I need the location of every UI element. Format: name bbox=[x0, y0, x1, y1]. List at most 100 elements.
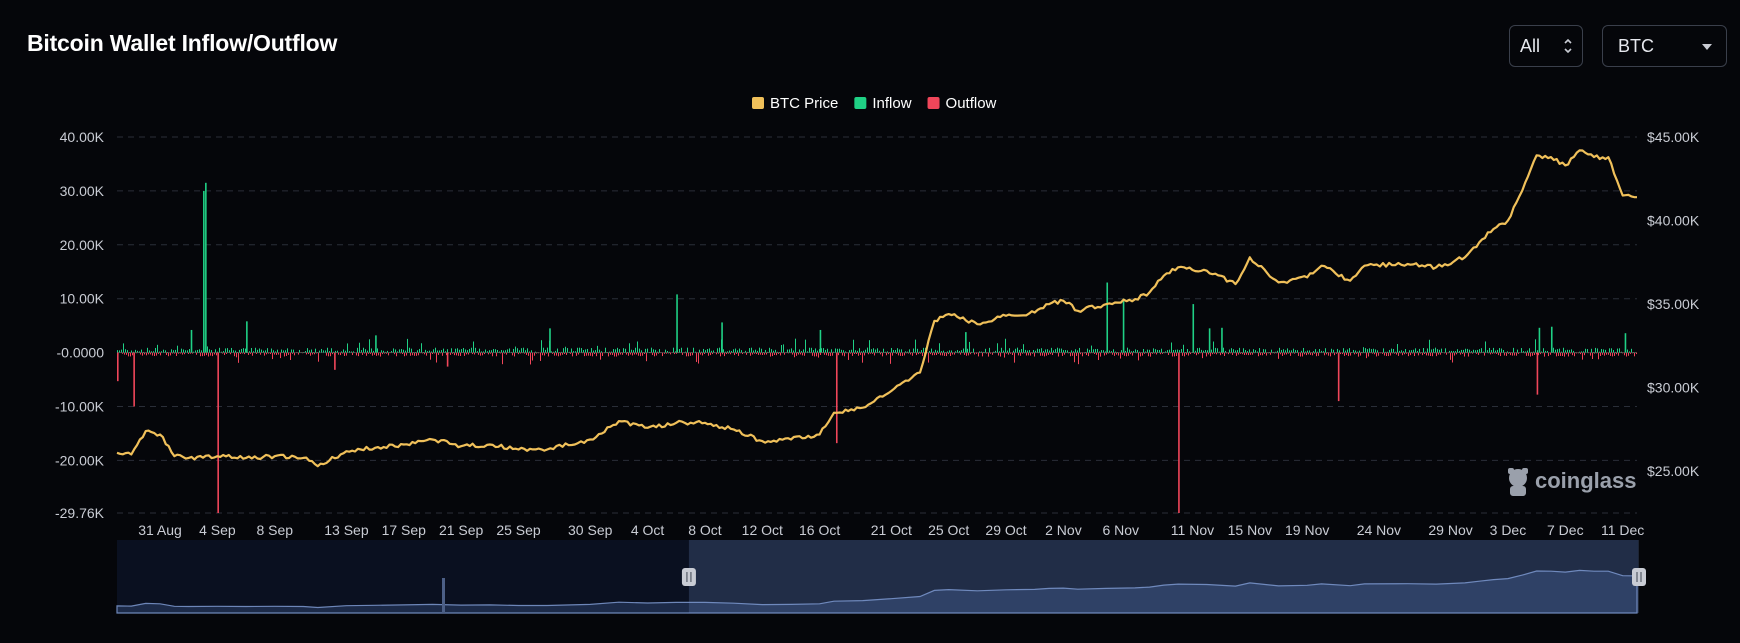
navigator-handle-right[interactable] bbox=[1632, 568, 1646, 586]
outflow-bar bbox=[1038, 352, 1039, 354]
inflow-bar bbox=[943, 350, 944, 353]
y-right-tick-label: $30.00K bbox=[1647, 380, 1700, 396]
legend-item[interactable]: Inflow bbox=[854, 95, 912, 112]
inflow-bar bbox=[307, 348, 308, 353]
outflow-bar bbox=[1136, 352, 1137, 354]
outflow-bar bbox=[158, 352, 159, 354]
outflow-bar bbox=[502, 352, 503, 365]
outflow-bar bbox=[1378, 352, 1379, 356]
outflow-bar bbox=[272, 352, 273, 360]
legend-item[interactable]: Outflow bbox=[927, 95, 997, 112]
outflow-bar bbox=[532, 352, 533, 361]
outflow-bar bbox=[1584, 352, 1585, 356]
inflow-bar bbox=[783, 344, 784, 353]
inflow-bar bbox=[1187, 349, 1188, 353]
inflow-bar bbox=[887, 351, 888, 353]
outflow-bar bbox=[992, 352, 993, 355]
outflow-bar bbox=[150, 352, 151, 355]
inflow-bar bbox=[1403, 351, 1404, 353]
outflow-bar bbox=[1138, 352, 1139, 361]
outflow-bar bbox=[1080, 352, 1081, 355]
outflow-bar bbox=[522, 352, 523, 354]
outflow-bar bbox=[500, 352, 501, 354]
outflow-bar bbox=[1206, 352, 1207, 357]
navigator-handle-left[interactable] bbox=[681, 568, 696, 586]
outflow-bar bbox=[478, 352, 479, 355]
outflow-bar bbox=[1534, 352, 1535, 355]
watermark-text: coinglass bbox=[1535, 468, 1636, 493]
inflow-bar bbox=[523, 347, 524, 353]
outflow-bar bbox=[1230, 352, 1231, 354]
range-select[interactable]: All bbox=[1509, 25, 1583, 67]
inflow-bar bbox=[1493, 347, 1494, 353]
outflow-bar bbox=[1098, 352, 1099, 361]
inflow-bar bbox=[1333, 349, 1334, 353]
outflow-bar bbox=[1580, 352, 1581, 355]
inflow-bar bbox=[1509, 351, 1510, 353]
inflow-bar bbox=[755, 349, 756, 353]
inflow-bar bbox=[901, 349, 902, 353]
inflow-bar bbox=[529, 351, 530, 353]
inflow-bar bbox=[1203, 350, 1204, 353]
inflow-bar bbox=[1245, 349, 1246, 353]
outflow-bar bbox=[1516, 352, 1517, 356]
inflow-bar bbox=[725, 351, 726, 353]
y-left-tick-label: -0.0000 bbox=[57, 345, 105, 361]
outflow-bar bbox=[754, 352, 755, 354]
inflow-bar bbox=[609, 351, 610, 353]
inflow-bar bbox=[803, 349, 804, 353]
outflow-bar bbox=[874, 352, 875, 356]
inflow-bar bbox=[1313, 351, 1314, 353]
outflow-bar bbox=[458, 352, 459, 356]
asset-select[interactable]: BTC bbox=[1602, 25, 1727, 67]
outflow-bar bbox=[298, 352, 299, 355]
inflow-bar bbox=[1433, 348, 1434, 353]
inflow-bar bbox=[1385, 351, 1386, 353]
outflow-bar bbox=[1430, 352, 1431, 357]
inflow-bar bbox=[909, 349, 910, 353]
outflow-bar bbox=[946, 352, 947, 357]
inflow-bar bbox=[937, 350, 938, 353]
outflow-bar bbox=[918, 352, 919, 355]
navigator-selected-window[interactable] bbox=[688, 540, 1639, 613]
outflow-bar bbox=[1498, 352, 1499, 356]
inflow-bar bbox=[929, 350, 930, 353]
inflow-bar bbox=[731, 350, 732, 353]
inflow-bar bbox=[1595, 347, 1596, 353]
outflow-bar bbox=[448, 352, 449, 354]
inflow-bar bbox=[545, 349, 546, 353]
outflow-bar bbox=[1276, 352, 1277, 354]
inflow-bar bbox=[421, 343, 422, 353]
inflow-bar bbox=[1273, 351, 1274, 353]
inflow-bar bbox=[989, 347, 990, 353]
outflow-bar bbox=[674, 352, 675, 355]
inflow-bar bbox=[1619, 348, 1620, 353]
inflow-bar bbox=[1481, 348, 1482, 353]
inflow-bar bbox=[485, 349, 486, 353]
inflow-bar bbox=[1543, 348, 1544, 353]
inflow-bar bbox=[147, 347, 148, 353]
inflow-bar bbox=[933, 351, 934, 353]
inflow-bar bbox=[1437, 349, 1438, 353]
outflow-bar bbox=[1248, 352, 1249, 356]
outflow-bar bbox=[656, 352, 657, 356]
inflow-bar bbox=[1075, 349, 1076, 353]
outflow-bar bbox=[1324, 352, 1325, 356]
outflow-bar bbox=[1406, 352, 1407, 354]
inflow-bar bbox=[1487, 350, 1488, 353]
outflow-bar bbox=[144, 352, 145, 355]
inflow-bar bbox=[1339, 350, 1340, 353]
inflow-bar bbox=[1039, 349, 1040, 353]
legend-item[interactable]: BTC Price bbox=[752, 95, 838, 112]
inflow-bar bbox=[155, 347, 156, 353]
range-navigator[interactable] bbox=[116, 540, 1646, 614]
inflow-bar bbox=[1517, 349, 1518, 353]
inflow-bar bbox=[1101, 350, 1102, 353]
inflow-bar bbox=[947, 351, 948, 353]
inflow-bar bbox=[855, 350, 856, 353]
inflow-bar bbox=[353, 351, 354, 353]
inflow-bar bbox=[137, 350, 138, 353]
inflow-bar bbox=[747, 351, 748, 353]
inflow-bar bbox=[613, 349, 614, 353]
outflow-bar bbox=[1372, 352, 1373, 354]
